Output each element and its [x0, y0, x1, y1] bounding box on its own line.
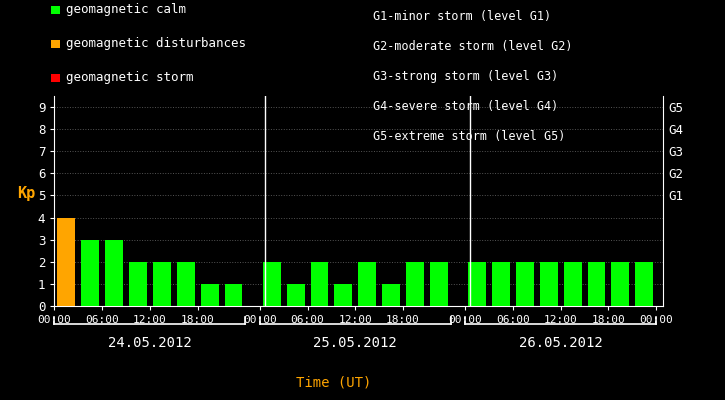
- Text: G5-extreme storm (level G5): G5-extreme storm (level G5): [373, 130, 566, 143]
- Bar: [635, 262, 653, 306]
- Bar: [201, 284, 218, 306]
- Bar: [516, 262, 534, 306]
- Bar: [358, 262, 376, 306]
- Bar: [468, 262, 486, 306]
- Text: geomagnetic storm: geomagnetic storm: [66, 72, 194, 84]
- Bar: [153, 262, 171, 306]
- Bar: [81, 240, 99, 306]
- Text: 24.05.2012: 24.05.2012: [108, 336, 192, 350]
- Bar: [334, 284, 352, 306]
- Bar: [492, 262, 510, 306]
- Bar: [406, 262, 424, 306]
- Text: G4-severe storm (level G4): G4-severe storm (level G4): [373, 100, 559, 113]
- Text: G1-minor storm (level G1): G1-minor storm (level G1): [373, 10, 552, 23]
- Text: G2-moderate storm (level G2): G2-moderate storm (level G2): [373, 40, 573, 53]
- Bar: [57, 218, 75, 306]
- Bar: [563, 262, 581, 306]
- Bar: [310, 262, 328, 306]
- Bar: [382, 284, 400, 306]
- Bar: [177, 262, 195, 306]
- Text: 25.05.2012: 25.05.2012: [313, 336, 397, 350]
- Text: 26.05.2012: 26.05.2012: [519, 336, 602, 350]
- Text: geomagnetic disturbances: geomagnetic disturbances: [66, 38, 246, 50]
- Bar: [611, 262, 629, 306]
- Text: Time (UT): Time (UT): [296, 376, 371, 390]
- Bar: [129, 262, 147, 306]
- Bar: [262, 262, 281, 306]
- Text: geomagnetic calm: geomagnetic calm: [66, 4, 186, 16]
- Bar: [540, 262, 558, 306]
- Text: G3-strong storm (level G3): G3-strong storm (level G3): [373, 70, 559, 83]
- Bar: [430, 262, 448, 306]
- Bar: [225, 284, 242, 306]
- Bar: [105, 240, 123, 306]
- Bar: [286, 284, 304, 306]
- Bar: [587, 262, 605, 306]
- Y-axis label: Kp: Kp: [17, 186, 36, 201]
